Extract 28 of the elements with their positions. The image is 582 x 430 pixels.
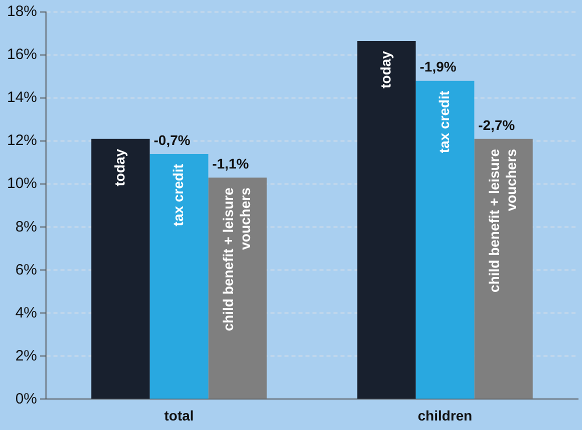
annotation: -0,7% bbox=[154, 132, 191, 148]
bar bbox=[91, 138, 150, 399]
y-tick-label: 0% bbox=[15, 390, 38, 408]
annotation: -1,9% bbox=[420, 58, 457, 75]
bar bbox=[208, 178, 267, 399]
y-tick-label: 2% bbox=[15, 347, 38, 364]
y-tick-label: 12% bbox=[6, 132, 38, 150]
bar bbox=[474, 138, 533, 399]
y-tick-label: 8% bbox=[15, 218, 38, 236]
text: today bbox=[377, 51, 394, 88]
x-tick-label: children bbox=[418, 407, 472, 424]
y-tick-label: 4% bbox=[15, 304, 38, 322]
y-tick-label: 16% bbox=[6, 46, 38, 64]
bar bbox=[150, 154, 208, 399]
y-tick-label: 10% bbox=[6, 175, 38, 192]
y-tick-label: 14% bbox=[6, 89, 38, 106]
y-tick-label: 6% bbox=[15, 261, 38, 278]
text: child benefit + leisure vouchers bbox=[486, 148, 519, 292]
text: tax credit bbox=[436, 90, 452, 154]
series-label: child benefit + leisure vouchers bbox=[220, 187, 253, 332]
series-label: tax credit bbox=[170, 164, 186, 226]
annotation: -1,1% bbox=[212, 155, 250, 172]
bar bbox=[357, 41, 416, 399]
x-tick-label: total bbox=[164, 407, 194, 424]
y-tick-label: 18% bbox=[6, 3, 38, 20]
series-label: today bbox=[111, 148, 128, 186]
annotation: -2,7% bbox=[478, 116, 516, 133]
bar bbox=[416, 80, 474, 399]
